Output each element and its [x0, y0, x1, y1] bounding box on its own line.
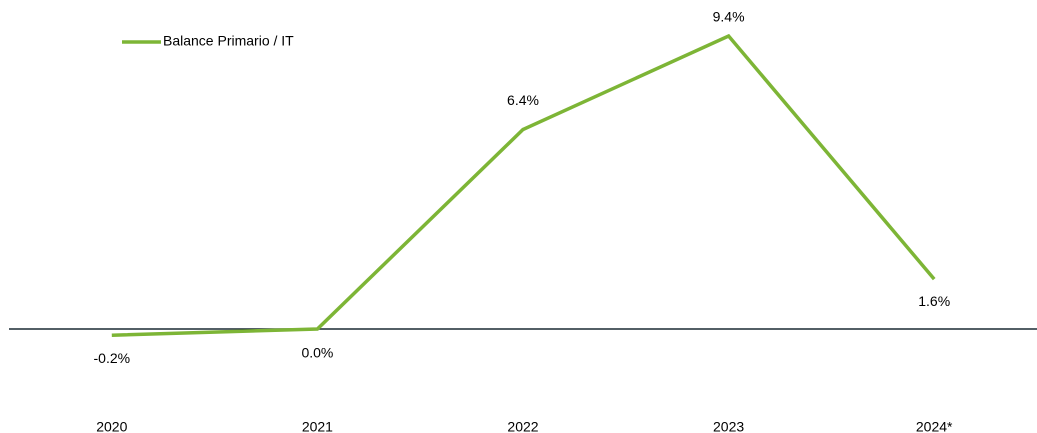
- data-label: 9.4%: [713, 9, 745, 25]
- data-line: [111, 33, 936, 337]
- data-label: 6.4%: [507, 92, 539, 108]
- legend-label: Balance Primario / IT: [163, 33, 294, 49]
- x-tick-label: 2024*: [916, 419, 953, 433]
- data-label: 0.0%: [301, 345, 333, 361]
- x-tick-label: 2021: [302, 419, 333, 433]
- data-label: 1.6%: [918, 293, 950, 309]
- data-label: -0.2%: [94, 350, 131, 366]
- x-tick-label: 2023: [713, 419, 744, 433]
- x-tick-label: 2020: [96, 419, 127, 433]
- x-tick-label: 2022: [507, 419, 538, 433]
